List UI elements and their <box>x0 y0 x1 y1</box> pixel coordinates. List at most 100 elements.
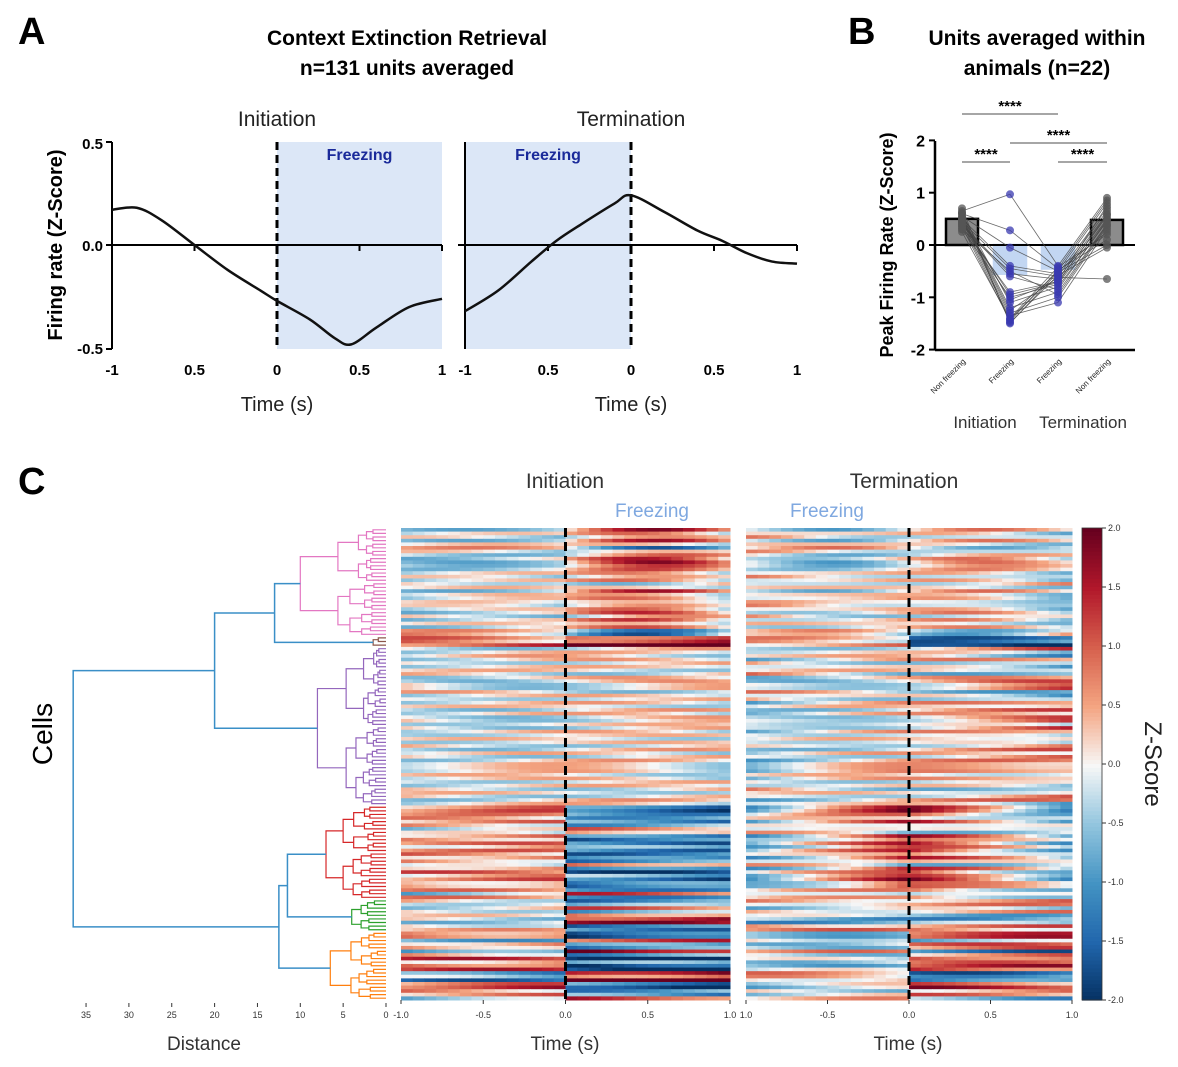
heatmap-cell <box>519 827 531 831</box>
heatmap-cell <box>793 784 805 788</box>
heatmap-cell <box>1025 780 1037 784</box>
heatmap-cell <box>624 632 636 636</box>
heatmap-cell <box>613 546 625 550</box>
heatmap-cell <box>781 643 793 647</box>
heatmap-cell <box>413 658 425 662</box>
heatmap-cell <box>624 708 636 712</box>
heatmap-cell <box>577 748 589 752</box>
heatmap-cell <box>851 676 863 680</box>
heatmap-cell <box>851 813 863 817</box>
heatmap-cell <box>793 787 805 791</box>
heatmap-cell <box>909 643 921 647</box>
heatmap-cell <box>613 827 625 831</box>
heatmap-cell <box>979 780 991 784</box>
heatmap-cell <box>862 604 874 608</box>
heatmap-cell <box>781 611 793 615</box>
heatmap-cell <box>862 712 874 716</box>
heatmap-cell <box>828 741 840 745</box>
heatmap-cell <box>781 795 793 799</box>
heatmap-cell <box>804 697 816 701</box>
heatmap-cell <box>816 719 828 723</box>
heatmap-cell <box>507 557 519 561</box>
heatmap-cell <box>1014 701 1026 705</box>
heatmap-cell <box>921 748 933 752</box>
heatmap-cell <box>862 568 874 572</box>
heatmap-cell <box>660 712 672 716</box>
heatmap-cell <box>979 651 991 655</box>
heatmap-cell <box>413 672 425 676</box>
heatmap-cell <box>932 730 944 734</box>
heatmap-cell <box>921 539 933 543</box>
heatmap-cell <box>851 751 863 755</box>
heatmap-cell <box>707 647 719 651</box>
heatmap-cell <box>909 780 921 784</box>
heatmap-cell <box>758 827 770 831</box>
significance-label: **** <box>974 146 998 163</box>
heatmap-cell <box>909 622 921 626</box>
heatmap-cell <box>1037 762 1049 766</box>
heatmap-cell <box>758 568 770 572</box>
heatmap-cell <box>648 777 660 781</box>
heatmap-cell <box>460 532 472 536</box>
heatmap-cell <box>577 618 589 622</box>
heatmap-cell <box>671 607 683 611</box>
heatmap-cell <box>589 629 601 633</box>
heatmap-cell <box>781 535 793 539</box>
heatmap-cell <box>967 571 979 575</box>
heatmap-cell <box>577 582 589 586</box>
heatmap-cell <box>944 651 956 655</box>
heatmap-cell <box>613 715 625 719</box>
heatmap-cell <box>1060 676 1072 680</box>
heatmap-cell <box>401 611 413 615</box>
heatmap-cell <box>648 550 660 554</box>
heatmap-cell <box>828 647 840 651</box>
heatmap-cell <box>472 780 484 784</box>
heatmap-cell <box>1025 683 1037 687</box>
heatmap-cell <box>1060 661 1072 665</box>
heatmap-cell <box>1025 690 1037 694</box>
heatmap-cell <box>425 701 437 705</box>
heatmap-cell <box>648 593 660 597</box>
heatmap-cell <box>956 712 968 716</box>
heatmap-cell <box>624 665 636 669</box>
heatmap-cell <box>601 557 613 561</box>
heatmap-cell <box>758 744 770 748</box>
heatmap-cell <box>956 820 968 824</box>
heatmap-cell <box>425 557 437 561</box>
heatmap-cell <box>956 762 968 766</box>
heatmap-cell <box>1002 737 1014 741</box>
heatmap-cell <box>566 636 578 640</box>
heatmap-cell <box>793 737 805 741</box>
heatmap-cell <box>413 542 425 546</box>
heatmap-cell <box>862 694 874 698</box>
heatmap-cell <box>758 643 770 647</box>
heatmap-cell <box>874 643 886 647</box>
heatmap-cell <box>851 759 863 763</box>
heatmap-cell <box>671 737 683 741</box>
heatmap-cell <box>944 640 956 644</box>
heatmap-cell <box>507 564 519 568</box>
heatmap-cell <box>932 831 944 835</box>
heatmap-cell <box>413 798 425 802</box>
heatmap-cell <box>956 701 968 705</box>
heatmap-cell <box>660 560 672 564</box>
heatmap-cell <box>1014 795 1026 799</box>
heatmap-cell <box>413 755 425 759</box>
heatmap-cell <box>472 578 484 582</box>
heatmap-cell <box>718 751 730 755</box>
heatmap-cell <box>613 535 625 539</box>
panel-a-ylabel: Firing rate (Z-Score) <box>45 149 67 340</box>
heatmap-cell <box>1025 647 1037 651</box>
heatmap-cell <box>944 787 956 791</box>
heatmap-cell <box>413 651 425 655</box>
heatmap-cell <box>1025 820 1037 824</box>
heatmap-cell <box>671 798 683 802</box>
heatmap-cell <box>683 730 695 734</box>
heatmap-cell <box>967 733 979 737</box>
heatmap-cell <box>436 827 448 831</box>
heatmap-cell <box>530 669 542 673</box>
heatmap-cell <box>660 600 672 604</box>
heatmap-cell <box>413 676 425 680</box>
heatmap-cell <box>413 733 425 737</box>
heatmap-cell <box>944 632 956 636</box>
